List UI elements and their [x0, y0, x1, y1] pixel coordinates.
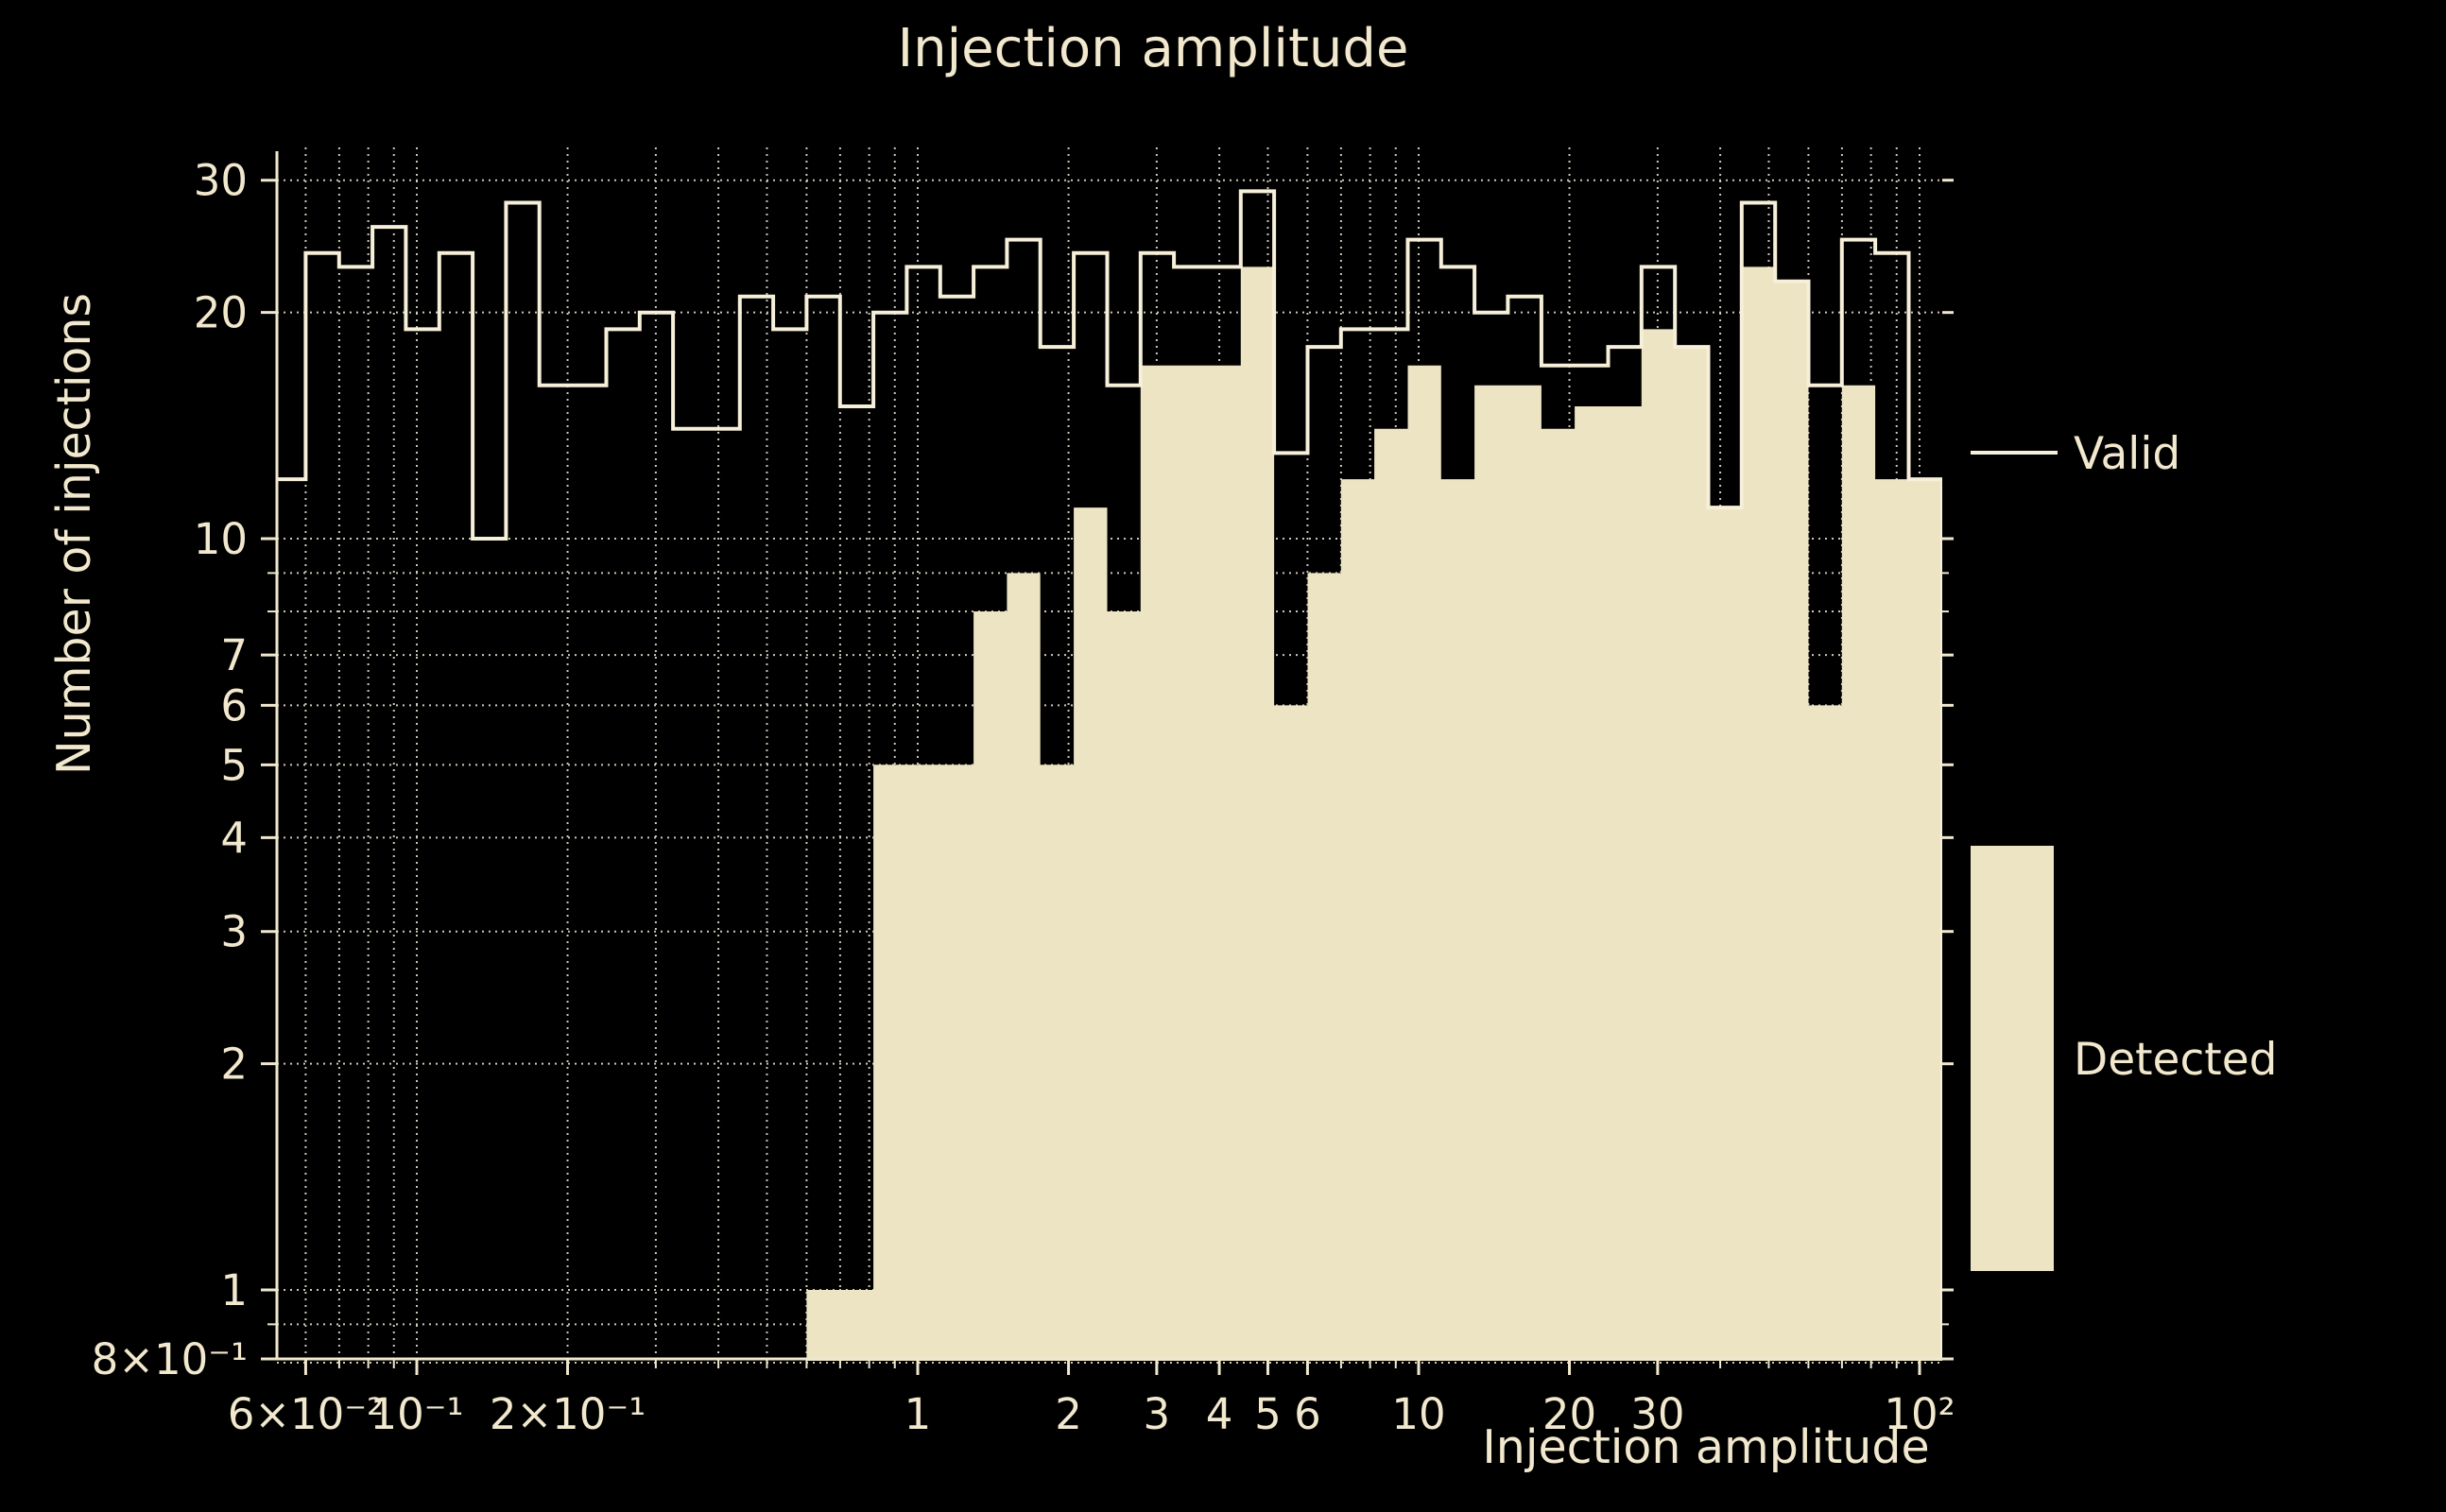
x-axis-label: Injection amplitude — [1482, 1420, 1929, 1474]
tick-labels: 6×10⁻²10⁻¹ 2×10⁻¹ 1 2 3 4 5 6 10 20 30 10²8×10⁻¹123… — [92, 156, 1955, 1439]
x-tick-label: 6 — [1294, 1389, 1321, 1439]
y-tick-label: 8×10⁻¹ — [92, 1334, 248, 1384]
y-axis-label: Number of injections — [47, 293, 101, 775]
valid-series-line — [277, 189, 1942, 1361]
y-tick-label: 4 — [220, 813, 248, 863]
legend-detected-label: Detected — [2074, 1034, 2277, 1086]
y-tick-label: 6 — [220, 680, 248, 730]
valid-histogram-outline — [277, 189, 1942, 1361]
y-tick-label: 7 — [220, 630, 248, 680]
detected-histogram — [806, 266, 1942, 1361]
x-tick-label: 1 — [904, 1389, 932, 1439]
x-tick-label: 10² — [1884, 1389, 1955, 1439]
y-tick-label: 3 — [220, 907, 248, 957]
x-tick-label: 5 — [1254, 1389, 1282, 1439]
chart-title: Injection amplitude — [898, 18, 1409, 79]
x-tick-label: 20 — [1542, 1389, 1596, 1439]
y-tick-label: 30 — [194, 156, 248, 206]
legend: Valid Detected — [1971, 428, 2277, 1271]
legend-detected-swatch — [1971, 846, 2054, 1271]
y-tick-label: 20 — [194, 288, 248, 338]
x-tick-label: 10⁻¹ — [370, 1389, 463, 1439]
y-tick-label: 1 — [220, 1265, 248, 1315]
x-tick-label: 4 — [1206, 1389, 1233, 1439]
x-tick-label: 2 — [1055, 1389, 1082, 1439]
x-tick-label: 2×10⁻¹ — [490, 1389, 646, 1439]
y-tick-label: 10 — [194, 514, 248, 564]
y-tick-label: 5 — [220, 740, 248, 790]
x-tick-label: 6×10⁻² — [228, 1389, 384, 1439]
legend-valid-label: Valid — [2074, 428, 2180, 480]
y-tick-label: 2 — [220, 1040, 248, 1090]
x-tick-label: 30 — [1630, 1389, 1684, 1439]
x-tick-label: 10 — [1391, 1389, 1445, 1439]
detected-series-area — [806, 266, 1942, 1361]
x-tick-label: 3 — [1144, 1389, 1171, 1439]
axes-spines-and-ticks — [261, 151, 1954, 1375]
